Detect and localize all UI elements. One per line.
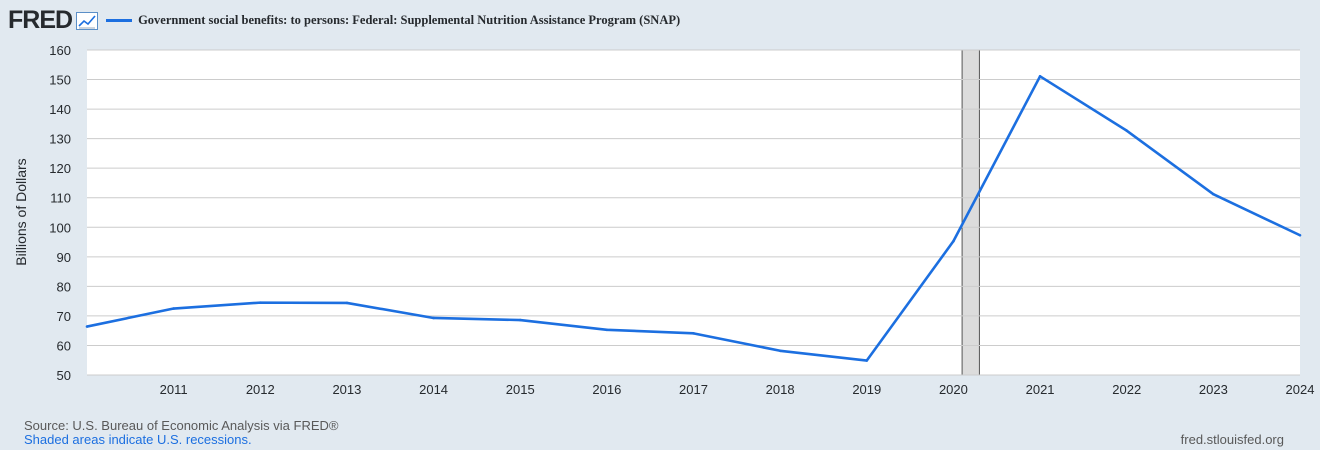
y-tick-label: 80 [57, 279, 71, 294]
fred-logo[interactable]: FRED [8, 6, 99, 34]
y-tick-label: 50 [57, 368, 71, 383]
data-point[interactable] [518, 318, 522, 322]
y-axis-title: Billions of Dollars [13, 158, 29, 265]
recession-band [961, 49, 980, 376]
y-tick-label: 120 [49, 161, 71, 176]
chart-header: FRED Government social benefits: to pers… [8, 6, 680, 34]
y-tick-label: 110 [50, 191, 71, 206]
data-point[interactable] [1212, 192, 1215, 196]
x-tick-label: 2014 [419, 382, 448, 397]
y-axis-ticks: 50 60 70 80 90 100 110 120 130 140 150 160 [49, 43, 71, 383]
data-point[interactable] [258, 301, 262, 304]
data-point[interactable] [692, 332, 695, 335]
data-point[interactable] [345, 301, 349, 305]
site-link[interactable]: fred.stlouisfed.org [1180, 432, 1284, 447]
data-point[interactable] [865, 359, 869, 362]
data-point[interactable] [432, 316, 435, 320]
y-tick-label: 150 [49, 73, 71, 88]
source-note: Source: U.S. Bureau of Economic Analysis… [24, 418, 339, 433]
x-tick-label: 2019 [852, 382, 881, 397]
x-tick-label: 2011 [160, 382, 188, 397]
data-point[interactable] [605, 328, 609, 332]
data-point[interactable] [952, 239, 955, 243]
data-point[interactable] [85, 325, 89, 328]
x-tick-label: 2015 [506, 382, 535, 397]
fred-logo-text: FRED [8, 6, 73, 34]
data-point[interactable] [1038, 74, 1042, 78]
gridlines [87, 49, 1300, 376]
y-tick-label: 160 [49, 43, 71, 58]
x-tick-label: 2021 [1026, 382, 1055, 397]
data-point[interactable] [172, 307, 175, 310]
y-tick-label: 90 [57, 250, 71, 265]
data-point[interactable] [778, 349, 782, 353]
x-tick-label: 2022 [1112, 382, 1141, 397]
y-tick-label: 60 [57, 338, 71, 353]
y-tick-label: 70 [57, 309, 71, 324]
legend-line-swatch [106, 18, 133, 22]
x-tick-label: 2013 [332, 382, 361, 397]
chart-legend: Government social benefits: to persons: … [106, 13, 680, 28]
x-tick-label: 2020 [939, 382, 968, 397]
data-point[interactable] [1125, 129, 1129, 132]
y-tick-label: 100 [49, 220, 71, 235]
recession-shading-group [961, 49, 980, 376]
x-tick-label: 2023 [1199, 382, 1228, 397]
data-point[interactable] [1298, 233, 1302, 237]
graph-icon [76, 12, 99, 30]
plot-background [87, 50, 1300, 375]
recession-note: Shaded areas indicate U.S. recessions. [24, 432, 252, 447]
legend-series-label: Government social benefits: to persons: … [138, 12, 681, 27]
x-axis-ticks: 2011 2012 2013 2014 2015 2016 2017 2018 2019 2020… [160, 382, 1315, 397]
series-group [85, 74, 1302, 362]
y-tick-label: 130 [49, 132, 71, 147]
x-tick-label: 2016 [592, 382, 621, 397]
x-tick-label: 2017 [679, 382, 708, 397]
y-tick-label: 140 [49, 102, 71, 117]
x-tick-label: 2018 [766, 382, 795, 397]
x-tick-label: 2024 [1286, 382, 1315, 397]
x-tick-label: 2012 [246, 382, 275, 397]
